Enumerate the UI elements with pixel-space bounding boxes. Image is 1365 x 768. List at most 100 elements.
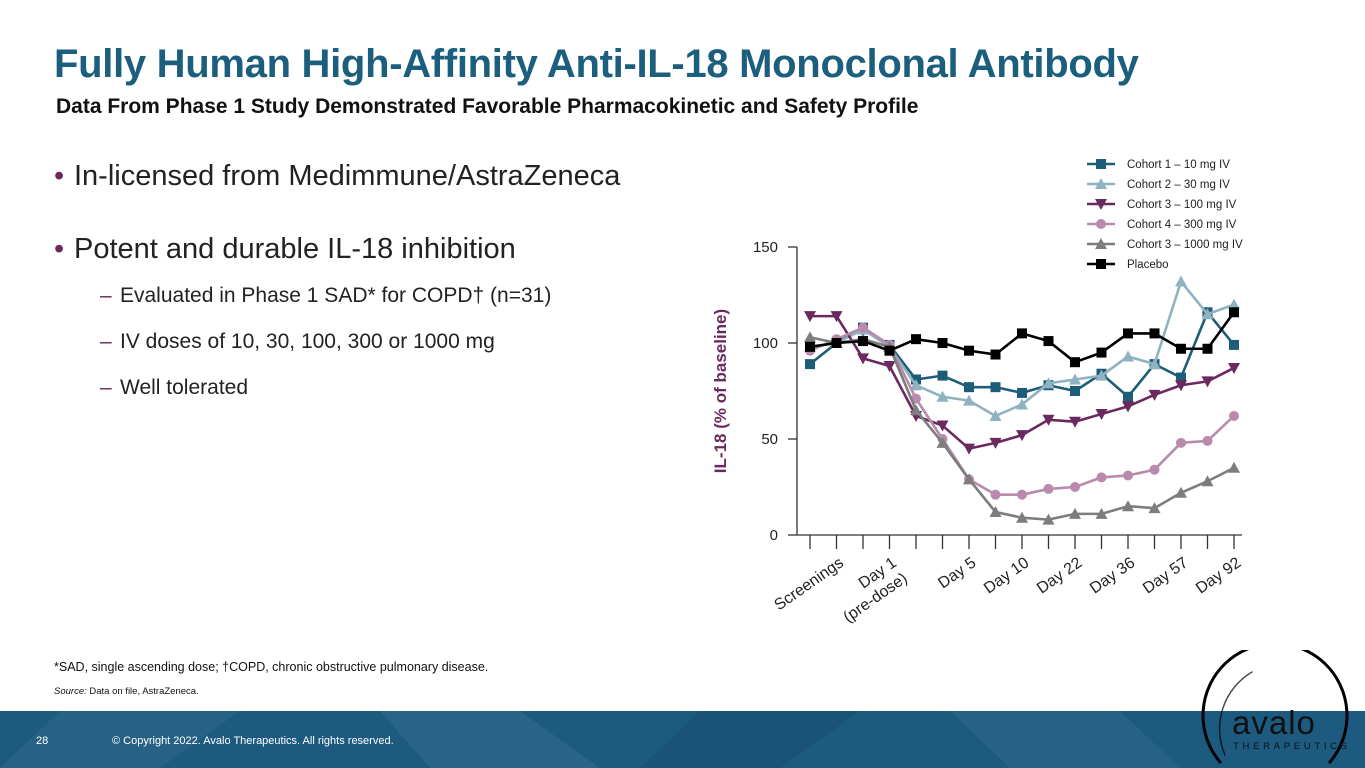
data-point [989,505,1002,517]
data-point [1202,435,1213,446]
x-category-label-line: Day 10 [981,554,1032,597]
data-point [937,338,948,348]
sub-bullet-item: – IV doses of 10, 30, 100, 300 or 1000 mg [100,330,620,354]
x-category-label: Day 10 [981,554,1032,597]
data-point [1096,472,1107,483]
x-category-label: Day 57 [1140,554,1191,597]
data-point [910,379,922,391]
dash-icon: – [100,376,112,399]
data-point [1148,358,1161,370]
data-point [1229,339,1239,350]
data-point [1202,343,1213,354]
data-point [1123,470,1133,481]
sub-bullet-text: Evaluated in Phase 1 SAD* for COPD† (n=3… [120,284,552,307]
data-point [963,394,975,406]
series-line [809,326,1235,496]
y-tick-label: 50 [761,431,778,448]
dash-icon: – [100,330,112,353]
sub-bullet-list: – Evaluated in Phase 1 SAD* for COPD† (n=… [100,284,620,400]
footer-bar: 28 © Copyright 2022. Avalo Therapeutics.… [0,711,1365,768]
data-point [1069,373,1081,385]
data-point [963,443,975,455]
brand-logo-text: avalo [1232,704,1316,741]
data-point [990,489,1001,500]
data-point [990,349,1001,360]
slide-subtitle: Data From Phase 1 Study Demonstrated Fav… [56,95,919,118]
bullet-list: • In-licensed from Medimmune/AstraZeneca … [54,160,620,422]
data-point [964,345,974,356]
y-tick-label: 100 [753,335,778,352]
legend-marker [1096,219,1106,229]
data-point [1176,372,1186,383]
data-point [911,334,921,345]
copyright-text: © Copyright 2022. Avalo Therapeutics. Al… [112,735,394,747]
data-point [805,341,815,352]
data-point [1228,298,1240,310]
source-note: Source: Data on file, AstraZeneca. [54,686,199,697]
legend-label: Cohort 4 – 300 mg IV [1127,219,1237,231]
data-point [989,409,1002,421]
bullet-text: Potent and durable IL-18 inhibition [74,233,516,265]
data-point [936,390,949,402]
legend-marker [1095,199,1107,210]
data-point [1175,380,1187,392]
data-point [1070,482,1080,492]
legend-marker [1095,178,1107,189]
data-point [1123,328,1133,339]
data-point [1148,389,1161,401]
data-point [830,311,843,323]
x-category-label: Day 22 [1034,554,1085,597]
legend-label: Cohort 3 – 1000 mg IV [1127,239,1243,251]
data-point [1149,328,1160,339]
sub-bullet-text: Well tolerated [120,376,249,399]
data-point [883,361,896,373]
data-point [1096,347,1107,358]
bullet-text: In-licensed from Medimmune/AstraZeneca [74,160,621,192]
legend-label: Cohort 3 – 100 mg IV [1127,199,1237,211]
x-category-label-line: Day 92 [1193,554,1244,597]
sub-bullet-text: IV doses of 10, 30, 100, 300 or 1000 mg [120,330,495,353]
data-point [989,437,1002,449]
legend-marker [1095,238,1107,249]
data-point [1122,401,1134,413]
legend-marker [1096,159,1106,169]
x-category-label: Day 5 [935,554,979,592]
data-point [884,345,895,356]
data-point [1042,414,1055,426]
x-category-label-line: Day 57 [1140,554,1191,597]
data-point [1149,464,1160,475]
data-point [1201,308,1214,320]
data-point [1201,475,1214,487]
data-point [1043,483,1054,494]
data-point [857,353,869,365]
legend-label: Cohort 2 – 30 mg IV [1127,179,1230,191]
source-label: Source: [54,686,87,697]
x-category-label: Day 92 [1193,554,1244,597]
data-point [1176,343,1186,354]
data-point [831,338,842,348]
data-point [1095,409,1108,421]
bullet-item: • In-licensed from Medimmune/AstraZeneca [54,160,620,193]
data-point [1229,307,1239,318]
bullet-dot-icon: • [54,233,65,265]
x-category-label-line: Day 36 [1087,554,1138,597]
bullet-item: • Potent and durable IL-18 inhibition – Ev… [54,233,620,400]
data-point [1042,377,1055,389]
footnote: *SAD, single ascending dose; †COPD, chro… [54,660,489,674]
data-point [858,336,868,347]
data-point [1016,398,1028,410]
data-point [1122,350,1134,362]
data-point [937,370,948,381]
legend-label: Placebo [1127,259,1169,271]
y-axis-label: IL-18 (% of baseline) [711,309,730,473]
series-line [809,310,1236,399]
footer-pattern [0,711,1180,768]
data-point [990,382,1001,393]
data-point [1176,437,1186,448]
data-point [936,420,949,432]
data-point [964,382,974,393]
data-point [1070,386,1080,396]
data-point [1175,275,1187,287]
data-point [1070,357,1080,368]
